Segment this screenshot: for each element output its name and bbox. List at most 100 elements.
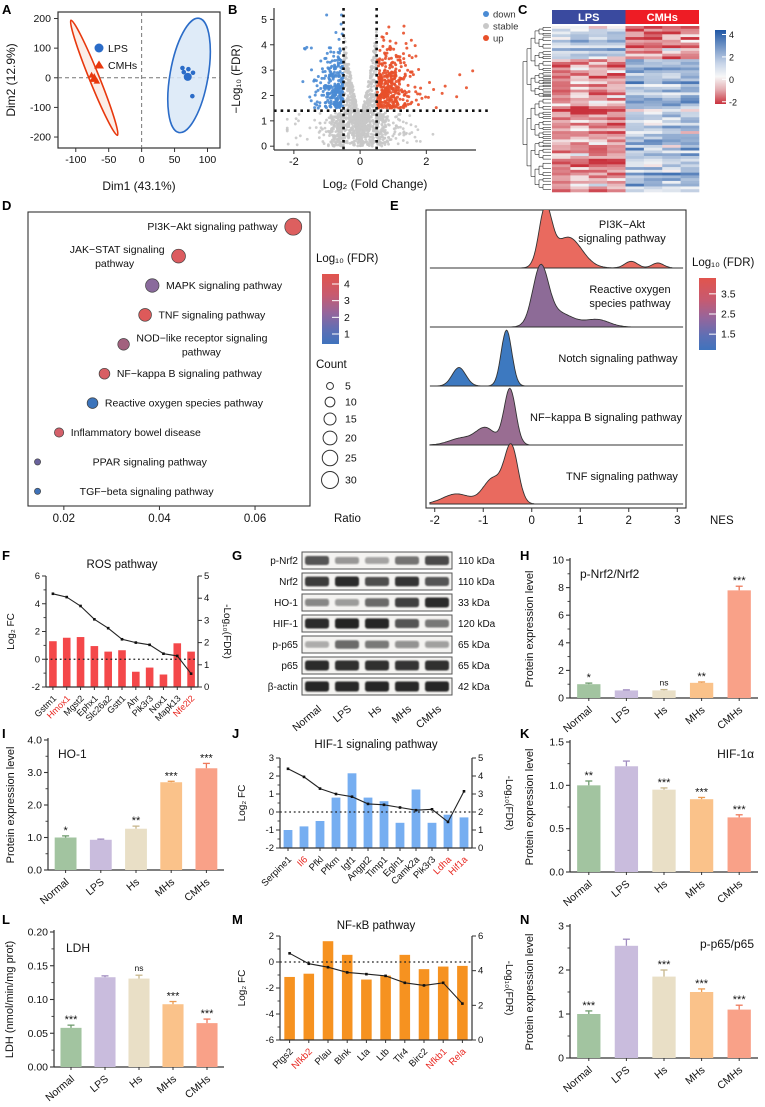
pca-plot: -100 -50 0 50 100 -200 -100 0 100 200 Dim1 (43.1%)… xyxy=(4,11,221,193)
svg-text:4: 4 xyxy=(478,966,483,977)
svg-text:**: ** xyxy=(132,815,141,827)
svg-text:30: 30 xyxy=(345,475,357,487)
svg-text:*: * xyxy=(63,825,68,837)
bar-MHs xyxy=(689,992,714,1058)
svg-text:LDH: LDH xyxy=(66,941,90,955)
svg-text:Hs: Hs xyxy=(652,1064,670,1081)
svg-text:CMHs: CMHs xyxy=(715,878,745,906)
svg-text:NF-κB pathway: NF-κB pathway xyxy=(337,920,416,932)
bars xyxy=(284,941,468,1040)
panel-a-label: A xyxy=(2,2,12,17)
svg-text:HIF-1α: HIF-1α xyxy=(717,747,754,761)
panel-i: I 0.0 1.0 2.0 3.0 4.0 Normal LPS Hs MHs CMHs * ** **… xyxy=(2,726,232,912)
svg-text:2: 2 xyxy=(35,627,40,638)
svg-text:LPS: LPS xyxy=(84,876,107,898)
panel-b: B -2 0 2 0 1 2 3 4 5 Log₂ (Fold Change) −Log₁₀ (FD… xyxy=(228,2,518,196)
svg-text:***: *** xyxy=(733,804,747,816)
nfkb-pathway-barline: NF-κB pathway-6-4-2020246Ptgs2Nfkb2PlauB… xyxy=(237,920,514,1072)
bar-CMHs xyxy=(727,817,751,872)
svg-text:−Log₁₀ (FDR): −Log₁₀ (FDR) xyxy=(231,44,243,113)
svg-text:Log₁₀ (FDR): Log₁₀ (FDR) xyxy=(692,257,754,269)
svg-text:2: 2 xyxy=(626,515,632,527)
svg-text:stable: stable xyxy=(493,22,518,33)
svg-text:0: 0 xyxy=(558,1053,564,1065)
heatmap-cells xyxy=(552,26,700,193)
svg-text:8: 8 xyxy=(558,582,564,594)
hif1-pathway-barline: HIF-1 signaling pathway -2 -1 0 1 2 3 0 1 2 3 4 5 Ser… xyxy=(237,739,514,889)
panel-g: G p-Nrf2 110 kDa Nrf2 110 kDa HO-1 33 kDa HIF-… xyxy=(232,548,520,734)
ridge-2 xyxy=(429,329,684,387)
svg-text:Hs: Hs xyxy=(366,703,384,720)
svg-text:0: 0 xyxy=(529,515,535,527)
panel-b-label: B xyxy=(228,2,238,17)
svg-text:***: *** xyxy=(695,786,709,798)
svg-text:0.0: 0.0 xyxy=(27,865,42,877)
panel-h: H 0 2 4 6 8 10 Normal LPS Hs MHs CMHs * ns ** *** Prote… xyxy=(520,548,765,748)
svg-text:Ratio: Ratio xyxy=(334,513,361,525)
svg-text:***: *** xyxy=(733,575,747,587)
svg-text:-2: -2 xyxy=(266,843,274,854)
svg-text:CMHs: CMHs xyxy=(715,1064,745,1092)
svg-text:ns: ns xyxy=(135,963,144,973)
svg-text:3: 3 xyxy=(261,65,267,77)
svg-text:0.10: 0.10 xyxy=(28,994,49,1006)
volcano-plot: -2 0 2 0 1 2 3 4 5 Log₂ (Fold Change) −Log₁₀ (FDR)… xyxy=(231,8,518,191)
panel-a: A -100 -50 0 50 100 -200 -100 0 100 200 Dim1 (43.1… xyxy=(2,2,228,196)
svg-text:***: *** xyxy=(658,777,672,789)
svg-text:Log₂ FC: Log₂ FC xyxy=(237,970,248,1007)
ridge-labels: PI3K−Akt signaling pathway Reactive oxygen… xyxy=(530,219,682,483)
svg-text:2: 2 xyxy=(261,90,267,102)
svg-text:Blnk: Blnk xyxy=(332,1046,353,1067)
panel-c-label: C xyxy=(518,2,528,17)
bar-LPS xyxy=(94,977,116,1067)
bars: * ns ***** xyxy=(577,575,751,698)
bar-Normal xyxy=(60,1027,82,1067)
panel-m-label: M xyxy=(232,912,243,927)
svg-text:4: 4 xyxy=(558,637,564,649)
svg-text:LPS: LPS xyxy=(578,12,599,24)
pathway-dot xyxy=(86,397,99,409)
svg-text:1: 1 xyxy=(261,115,267,127)
svg-text:-2: -2 xyxy=(32,682,40,693)
svg-text:TNF signaling pathway: TNF signaling pathway xyxy=(566,471,678,483)
bar-CMHs xyxy=(195,768,218,870)
svg-text:LPS: LPS xyxy=(609,1064,632,1086)
svg-text:4: 4 xyxy=(344,279,350,291)
svg-text:Normal: Normal xyxy=(561,1064,595,1095)
bar-CMHs xyxy=(196,1023,218,1067)
svg-text:5: 5 xyxy=(261,14,267,26)
svg-text:0: 0 xyxy=(35,654,40,665)
svg-text:ns: ns xyxy=(660,678,669,688)
pathway-dot xyxy=(284,217,303,236)
panel-l-label: L xyxy=(2,912,10,927)
axes: -20246012345Gstm1Hmox1Mgst2Ephx1Slc26a2G… xyxy=(32,571,210,723)
svg-text:Protein expression level: Protein expression level xyxy=(524,934,536,1051)
svg-text:-1: -1 xyxy=(266,825,274,836)
svg-text:6: 6 xyxy=(478,931,483,942)
pathway-dot xyxy=(54,427,65,438)
panel-k: K 0.0 0.5 1.0 1.5 Normal LPS Hs MHs CMHs ** *** ***… xyxy=(520,726,765,912)
ridge-axis: -2 -1 0 1 2 3 NES xyxy=(430,508,734,527)
svg-text:3: 3 xyxy=(344,295,350,307)
svg-text:MHs: MHs xyxy=(155,1073,179,1096)
svg-text:***: *** xyxy=(695,978,709,990)
pathway-dot xyxy=(34,458,42,466)
svg-text:Protein expression level: Protein expression level xyxy=(5,747,17,864)
ridge-frame xyxy=(425,209,687,509)
panel-n-label: N xyxy=(520,912,530,927)
svg-text:Rela: Rela xyxy=(447,1046,469,1068)
panel-c: C LPS CMHs 4 2 0 -2 xyxy=(518,2,765,196)
bars xyxy=(283,773,469,848)
svg-text:-2: -2 xyxy=(729,97,737,107)
svg-text:42 kDa: 42 kDa xyxy=(458,682,490,693)
volcano-points xyxy=(285,13,475,148)
ridges xyxy=(429,210,684,505)
svg-text:LDH (nmol/min/mg prot): LDH (nmol/min/mg prot) xyxy=(4,941,16,1058)
svg-text:0: 0 xyxy=(261,141,267,153)
svg-text:2: 2 xyxy=(204,638,209,649)
svg-text:0.20: 0.20 xyxy=(28,927,49,939)
svg-text:Hif1a: Hif1a xyxy=(447,854,471,878)
svg-text:Dim1 (43.1%): Dim1 (43.1%) xyxy=(102,179,175,193)
fdr-colorbar-legend: Log₁₀ (FDR) 3.5 2.5 1.5 xyxy=(692,257,754,350)
